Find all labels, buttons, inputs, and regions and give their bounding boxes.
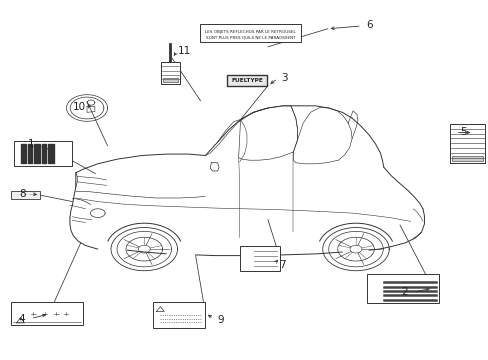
Text: 8: 8 <box>19 189 26 199</box>
Text: 1: 1 <box>28 139 35 149</box>
Text: LES OBJETS REFLECHOS PAR LE RETROUSEL: LES OBJETS REFLECHOS PAR LE RETROUSEL <box>204 30 295 35</box>
Text: 2: 2 <box>401 287 407 297</box>
FancyBboxPatch shape <box>14 141 72 166</box>
Text: 6: 6 <box>365 20 372 30</box>
Text: SONT PLUS PRES QUILS NE LE PARAOSSENT: SONT PLUS PRES QUILS NE LE PARAOSSENT <box>205 35 295 40</box>
Text: ~ ~ ~: ~ ~ ~ <box>19 193 32 197</box>
Text: 10: 10 <box>73 102 85 112</box>
Text: 11: 11 <box>177 46 191 56</box>
Text: 3: 3 <box>281 73 287 84</box>
FancyBboxPatch shape <box>152 302 205 328</box>
FancyBboxPatch shape <box>161 62 180 84</box>
FancyBboxPatch shape <box>163 78 178 82</box>
Text: 4: 4 <box>19 314 25 324</box>
FancyBboxPatch shape <box>449 124 484 163</box>
Text: !: ! <box>20 318 21 323</box>
FancyBboxPatch shape <box>199 24 301 42</box>
FancyBboxPatch shape <box>11 191 40 199</box>
Text: 9: 9 <box>217 315 224 325</box>
Text: 7: 7 <box>279 260 285 270</box>
FancyBboxPatch shape <box>11 302 83 325</box>
Text: FUELTYPE: FUELTYPE <box>230 78 263 83</box>
FancyBboxPatch shape <box>226 75 266 86</box>
Text: 5: 5 <box>459 127 466 138</box>
FancyBboxPatch shape <box>239 246 279 271</box>
FancyBboxPatch shape <box>366 274 438 303</box>
FancyBboxPatch shape <box>451 156 482 161</box>
